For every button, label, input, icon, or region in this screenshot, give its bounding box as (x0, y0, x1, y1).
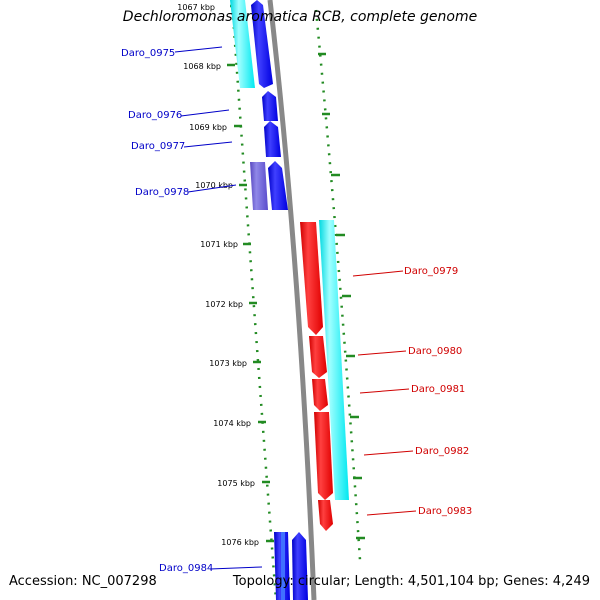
feature-daro-0975-cyan[interactable] (230, 0, 255, 88)
gene-label-daro-0981[interactable]: Daro_0981 (411, 384, 465, 395)
ruler-label: 1075 kbp (217, 479, 255, 488)
gene-daro-0975[interactable] (251, 0, 273, 88)
gene-daro-0976[interactable] (262, 91, 278, 121)
feature-cyan-span[interactable] (319, 220, 349, 500)
gene-daro-0982[interactable] (314, 412, 333, 500)
gene-daro-0984[interactable] (292, 532, 308, 600)
accession-text: Accession: NC_007298 (9, 574, 157, 589)
gene-label-daro-0984[interactable]: Daro_0984 (159, 563, 213, 574)
gene-label-daro-0976[interactable]: Daro_0976 (128, 110, 182, 121)
ruler-label: 1074 kbp (213, 419, 251, 428)
gene-label-daro-0978[interactable]: Daro_0978 (135, 187, 189, 198)
ruler-label: 1076 kbp (221, 538, 259, 547)
ruler-inner-dots (230, 0, 278, 600)
feature-daro-0978-purple[interactable] (250, 162, 268, 210)
gene-label-daro-0979[interactable]: Daro_0979 (404, 266, 458, 277)
ruler-label: 1071 kbp (200, 240, 238, 249)
right-gene-labels: Daro_0979 Daro_0980 Daro_0981 Daro_0982 … (404, 266, 472, 517)
gene-daro-0980[interactable] (309, 336, 327, 378)
gene-daro-0977[interactable] (264, 121, 281, 157)
feature-daro-0984-stripe (281, 532, 285, 600)
ruler-labels: 1067 kbp 1068 kbp 1069 kbp 1070 kbp 1071… (177, 3, 259, 547)
gene-daro-0981[interactable] (312, 379, 328, 411)
forward-features (230, 0, 308, 600)
left-leaders (174, 46, 263, 570)
outer-ticks (318, 52, 365, 540)
gene-label-daro-0977[interactable]: Daro_0977 (131, 141, 185, 152)
ruler-label: 1068 kbp (183, 62, 221, 71)
ruler-label: 1073 kbp (209, 359, 247, 368)
gene-label-daro-0982[interactable]: Daro_0982 (415, 446, 469, 457)
gene-daro-0983[interactable] (318, 500, 333, 531)
gene-daro-0978[interactable] (268, 161, 288, 210)
gene-label-daro-0983[interactable]: Daro_0983 (418, 506, 472, 517)
ruler-label: 1072 kbp (205, 300, 243, 309)
right-leaders (352, 270, 417, 516)
gene-daro-0979[interactable] (300, 222, 323, 335)
ruler-label: 1067 kbp (177, 3, 215, 12)
left-gene-labels: Daro_0975 Daro_0976 Daro_0977 Daro_0978 … (121, 48, 213, 574)
gene-label-daro-0975[interactable]: Daro_0975 (121, 48, 175, 59)
genome-stats-text: Topology: circular; Length: 4,501,104 bp… (232, 574, 590, 589)
map-title: Dechloromonas aromatica RCB, complete ge… (122, 9, 478, 25)
genome-backbone (267, 0, 317, 600)
ruler-label: 1069 kbp (189, 123, 227, 132)
reverse-features (300, 220, 349, 531)
gene-label-daro-0980[interactable]: Daro_0980 (408, 346, 462, 357)
ruler-label: 1070 kbp (195, 181, 233, 190)
